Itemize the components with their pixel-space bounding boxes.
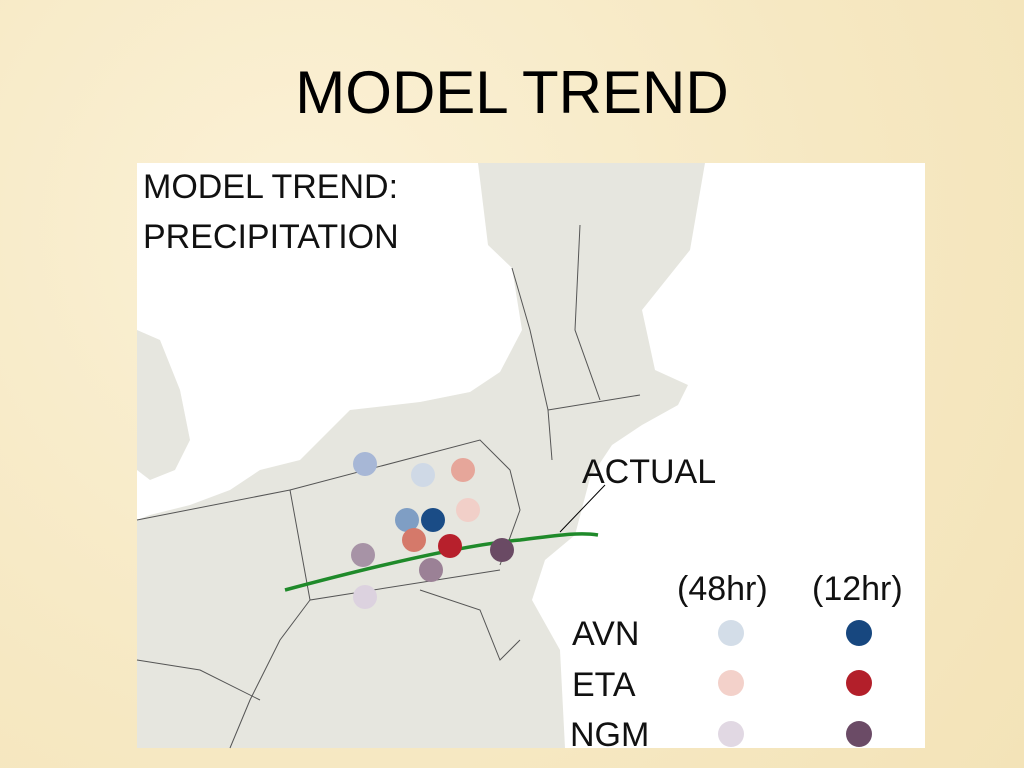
dot — [438, 534, 462, 558]
dot — [395, 508, 419, 532]
dot — [451, 458, 475, 482]
map-title: MODEL TREND: — [143, 168, 398, 206]
dot — [456, 498, 480, 522]
legend-dot — [846, 721, 872, 747]
dot — [419, 558, 443, 582]
legend-dot — [846, 620, 872, 646]
model-dots — [351, 452, 514, 609]
dot — [351, 543, 375, 567]
borders — [136, 224, 641, 749]
legend-dot — [718, 721, 744, 747]
dot — [402, 528, 426, 552]
slide-title: MODEL TREND — [295, 59, 729, 126]
ocean — [532, 163, 925, 748]
legend-dot — [718, 670, 744, 696]
actual-label: ACTUAL — [582, 453, 716, 491]
legend-label: AVN — [572, 615, 639, 653]
legend-dot — [846, 670, 872, 696]
dot — [490, 538, 514, 562]
dot — [411, 463, 435, 487]
lake — [137, 163, 522, 520]
actual-line — [284, 532, 599, 592]
legend-label: ETA — [572, 666, 636, 704]
legend-header: (48hr) — [677, 570, 768, 608]
map-title: PRECIPITATION — [143, 218, 399, 256]
legend-header: (12hr) — [812, 570, 903, 608]
dot — [353, 585, 377, 609]
legend-dot — [718, 620, 744, 646]
land — [137, 330, 190, 480]
legend-label: NGM — [570, 716, 649, 754]
pointer — [559, 484, 606, 533]
dot — [421, 508, 445, 532]
dot — [353, 452, 377, 476]
